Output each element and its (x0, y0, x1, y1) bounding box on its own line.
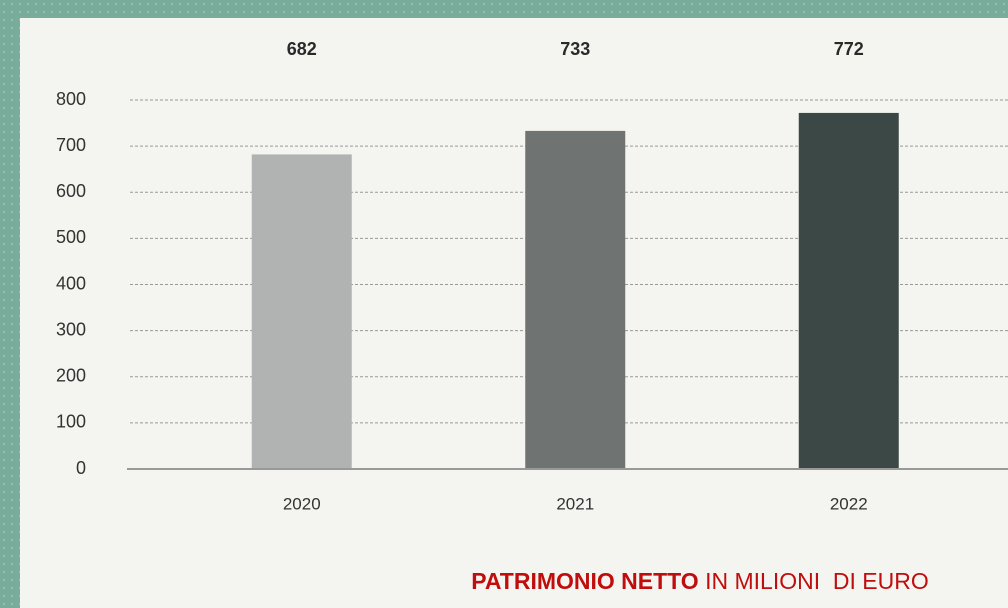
y-tick-label: 0 (76, 458, 86, 478)
y-tick-label: 400 (56, 273, 86, 293)
caption: PATRIMONIO NETTO IN MILIONI DI EURO (471, 568, 928, 594)
y-tick-label: 700 (56, 135, 86, 155)
x-tick-label: 2022 (830, 494, 868, 513)
x-tick-label: 2021 (556, 494, 594, 513)
bar (251, 154, 352, 470)
y-tick-label: 100 (56, 412, 86, 432)
y-tick-label: 200 (56, 366, 86, 386)
y-tick-label: 600 (56, 181, 86, 201)
bar (798, 112, 899, 469)
y-tick-label: 300 (56, 319, 86, 339)
y-tick-label: 500 (56, 227, 86, 247)
bar (525, 130, 626, 469)
value-label: 733 (560, 39, 590, 59)
caption-normal: IN MILIONI DI EURO (699, 568, 929, 594)
value-label: 682 (287, 39, 317, 59)
y-tick-label: 800 (56, 89, 86, 109)
x-tick-label: 2020 (283, 494, 321, 513)
value-label: 772 (834, 39, 864, 59)
caption-bold: PATRIMONIO NETTO (471, 568, 698, 594)
